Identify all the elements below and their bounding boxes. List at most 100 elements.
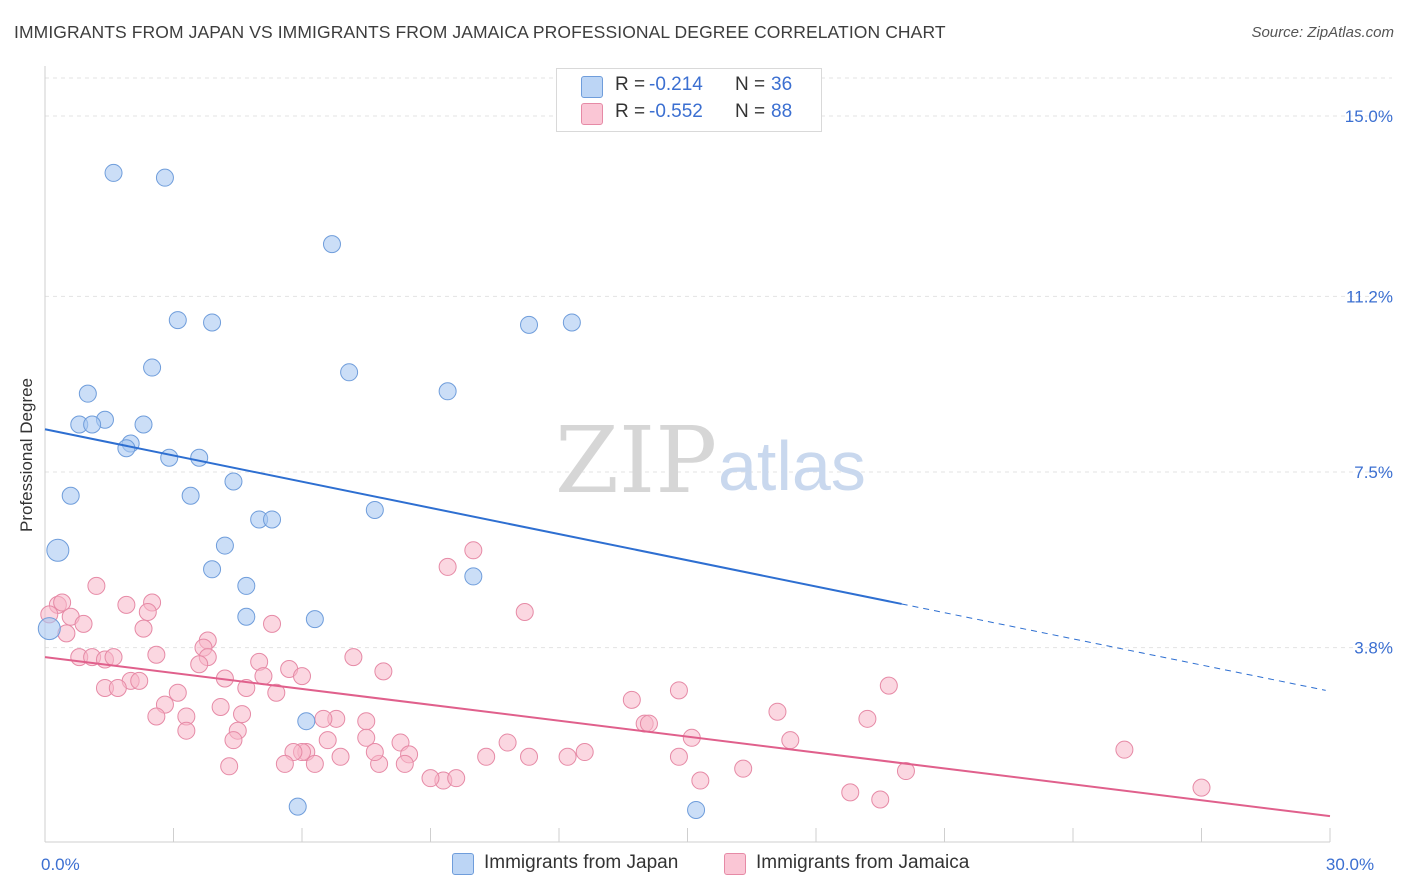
y-tick-label: 3.8% bbox=[1354, 639, 1393, 658]
japan-point bbox=[134, 415, 153, 434]
jamaica-point bbox=[464, 541, 483, 560]
japan-point bbox=[520, 315, 539, 334]
japan-point bbox=[104, 163, 123, 182]
jamaica-point bbox=[190, 655, 209, 674]
jamaica-point bbox=[575, 743, 594, 762]
jamaica-point bbox=[147, 645, 166, 664]
jamaica-point bbox=[622, 690, 641, 709]
japan-point bbox=[215, 536, 234, 555]
japan-point bbox=[168, 311, 187, 330]
y-tick-label: 11.2% bbox=[1346, 287, 1393, 306]
japan-point bbox=[288, 797, 307, 816]
legend-label-jamaica: Immigrants from Jamaica bbox=[756, 852, 970, 873]
japan-point bbox=[464, 567, 483, 586]
y-tick-label: 15.0% bbox=[1345, 107, 1393, 126]
japan-point bbox=[365, 500, 384, 519]
stats-legend: R = -0.214 N = 36 R = -0.552 N = 88 bbox=[556, 68, 822, 132]
chart-source: Source: ZipAtlas.com bbox=[1251, 24, 1394, 41]
y-tick-label: 7.5% bbox=[1354, 463, 1393, 482]
jamaica-point bbox=[691, 771, 710, 790]
legend-swatch-jamaica bbox=[581, 103, 603, 125]
japan-point bbox=[340, 363, 359, 382]
jamaica-point bbox=[318, 731, 337, 750]
jamaica-point bbox=[365, 743, 384, 762]
jamaica-point bbox=[87, 576, 106, 595]
jamaica-point bbox=[267, 683, 286, 702]
jamaica-point bbox=[734, 759, 753, 778]
jamaica-point bbox=[1192, 778, 1211, 797]
jamaica-point bbox=[858, 709, 877, 728]
jamaica-point bbox=[374, 662, 393, 681]
jamaica-point bbox=[314, 709, 333, 728]
jamaica-point bbox=[233, 705, 252, 724]
x-tick-label: 0.0% bbox=[41, 855, 80, 874]
jamaica-point bbox=[669, 747, 688, 766]
legend-label-japan: Immigrants from Japan bbox=[484, 852, 679, 873]
japan-point bbox=[562, 313, 581, 332]
jamaica-point bbox=[447, 769, 466, 788]
jamaica-point bbox=[220, 757, 239, 776]
chart-title: IMMIGRANTS FROM JAPAN VS IMMIGRANTS FROM… bbox=[14, 22, 946, 42]
jamaica-point bbox=[344, 648, 363, 667]
japan-trend-line bbox=[44, 428, 902, 605]
legend-swatch-jamaica bbox=[724, 853, 746, 875]
japan-point bbox=[305, 610, 324, 629]
trend-lines bbox=[44, 428, 1331, 818]
japan-point bbox=[297, 712, 316, 731]
jamaica-point bbox=[395, 754, 414, 773]
jamaica-point bbox=[254, 667, 273, 686]
legend-n-label: N = bbox=[735, 101, 766, 122]
japan-point bbox=[190, 448, 209, 467]
jamaica-point bbox=[639, 714, 658, 733]
y-axis-label: Professional Degree bbox=[17, 377, 36, 533]
jamaica-point bbox=[224, 731, 243, 750]
jamaica-point bbox=[515, 603, 534, 622]
legend-n-label: N = bbox=[735, 74, 766, 95]
jamaica-point bbox=[498, 733, 517, 752]
japan-point bbox=[143, 358, 162, 377]
jamaica-point bbox=[558, 747, 577, 766]
jamaica-point bbox=[117, 595, 136, 614]
jamaica-points bbox=[40, 541, 1211, 809]
jamaica-point bbox=[841, 783, 860, 802]
japan-point bbox=[237, 576, 256, 595]
jamaica-point bbox=[331, 747, 350, 766]
japan-point bbox=[203, 313, 222, 332]
jamaica-trend-line bbox=[44, 656, 1331, 818]
jamaica-point bbox=[768, 702, 787, 721]
japan-point bbox=[237, 607, 256, 626]
japan-point bbox=[224, 472, 243, 491]
jamaica-point bbox=[438, 557, 457, 576]
jamaica-point bbox=[237, 678, 256, 697]
jamaica-point bbox=[74, 614, 93, 633]
japan-point bbox=[83, 415, 102, 434]
jamaica-point bbox=[357, 728, 376, 747]
jamaica-point bbox=[134, 619, 153, 638]
jamaica-point bbox=[520, 747, 539, 766]
legend-r-label: R = bbox=[615, 74, 646, 95]
watermark-zip: ZIP bbox=[555, 407, 717, 514]
legend-n-value: 36 bbox=[771, 74, 793, 95]
legend-r-value: -0.214 bbox=[649, 74, 703, 95]
legend-r-value: -0.552 bbox=[649, 101, 703, 122]
jamaica-point bbox=[275, 754, 294, 773]
jamaica-point bbox=[896, 762, 915, 781]
jamaica-point bbox=[879, 676, 898, 695]
japan-point bbox=[155, 168, 174, 187]
jamaica-point bbox=[168, 683, 187, 702]
japan-point bbox=[322, 235, 341, 254]
japan-point bbox=[78, 384, 97, 403]
jamaica-point bbox=[669, 681, 688, 700]
jamaica-point bbox=[305, 754, 324, 773]
jamaica-point bbox=[138, 603, 157, 622]
jamaica-point bbox=[104, 648, 123, 667]
jamaica-point bbox=[421, 769, 440, 788]
jamaica-point bbox=[293, 667, 311, 686]
jamaica-point bbox=[871, 790, 890, 809]
gridlines bbox=[45, 77, 1392, 649]
japan-point bbox=[438, 382, 457, 401]
japan-point bbox=[160, 448, 179, 467]
jamaica-point bbox=[263, 614, 282, 633]
japan-point bbox=[203, 560, 222, 579]
